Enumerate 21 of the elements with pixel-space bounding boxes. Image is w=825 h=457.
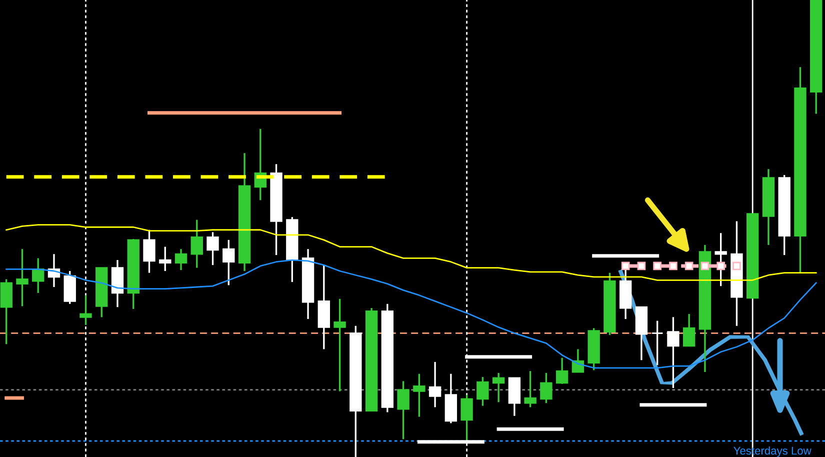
- candlestick: [190, 218, 203, 269]
- candlestick: [222, 239, 235, 286]
- candlestick: [16, 248, 28, 308]
- candlestick: [524, 370, 536, 408]
- candlestick: [492, 372, 505, 403]
- candlestick: [428, 361, 442, 408]
- candlestick: [540, 372, 552, 404]
- candlestick: [80, 294, 92, 326]
- candlestick: [476, 376, 489, 407]
- candlestick: [334, 298, 346, 392]
- candlestick: [667, 316, 680, 389]
- candlestick: [413, 372, 426, 418]
- candlestick: [206, 231, 219, 266]
- candlestick: [556, 356, 568, 385]
- candlestick: [682, 313, 696, 347]
- candlestick: [143, 229, 156, 274]
- candlestick: [159, 246, 172, 272]
- candlestick: [397, 380, 410, 440]
- candlestick: [651, 320, 664, 366]
- candlestick: [174, 248, 188, 271]
- candlestick: [460, 394, 473, 442]
